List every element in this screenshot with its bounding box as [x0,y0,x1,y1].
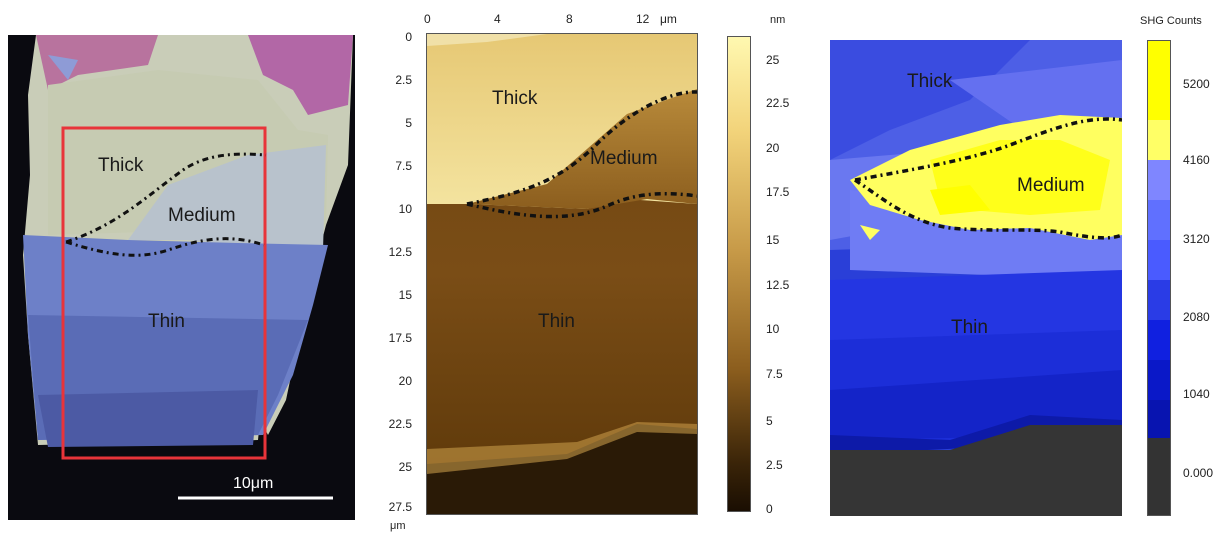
afm-x-tick: 12 [636,12,650,26]
afm-label-medium: Medium [590,148,658,169]
shg-label-medium: Medium [1017,175,1085,196]
shg-label-thin: Thin [951,317,988,338]
afm-panel: 0 4 8 12 μm 0 2.5 5 7.5 10 12.5 15 17.5 … [370,0,790,535]
afm-colorbar-tick: 17.5 [766,185,790,199]
afm-label-thin: Thin [538,311,575,332]
shg-colorbar-tick: 3120 [1183,232,1210,246]
afm-colorbar-tick: 12.5 [766,278,790,292]
optical-label-thick: Thick [98,155,144,176]
shg-colorbar-tick: 2080 [1183,310,1210,324]
afm-y-tick: 5 [405,116,412,130]
shg-colorbar-tick: 4160 [1183,153,1210,167]
afm-colorbar-tick: 10 [766,322,780,336]
afm-height-map [426,33,698,515]
afm-y-tick: 2.5 [395,73,412,87]
afm-colorbar-tick: 0 [766,502,773,516]
afm-x-tick: 8 [566,12,573,26]
afm-y-unit: μm [390,520,406,532]
optical-image-panel: Thick Medium Thin 10μm [8,35,355,520]
afm-colorbar-tick: 20 [766,141,780,155]
afm-colorbar-tick: 25 [766,53,780,67]
shg-colorbar-tick: 1040 [1183,387,1210,401]
optical-label-medium: Medium [168,205,236,226]
afm-y-tick: 25 [398,460,412,474]
scale-bar-label: 10μm [233,475,274,492]
shg-colorbar-tick: 5200 [1183,77,1210,91]
afm-y-tick: 7.5 [395,159,412,173]
shg-map [830,40,1122,516]
shg-label-thick: Thick [907,71,953,92]
afm-x-tick: 4 [494,12,501,26]
shg-colorbar [1147,40,1171,516]
afm-y-tick: 12.5 [388,245,412,259]
afm-y-tick: 20 [398,374,412,388]
shg-panel: Thick Medium Thin SHG Counts 5200 4160 3… [825,0,1221,535]
afm-colorbar-tick: 22.5 [766,96,790,110]
afm-colorbar-unit: nm [770,14,786,26]
afm-x-unit: μm [660,12,677,26]
shg-colorbar-tick: 0.000 [1183,466,1214,480]
afm-x-tick: 0 [424,12,431,26]
afm-colorbar-tick: 2.5 [766,458,783,472]
afm-y-tick: 17.5 [388,331,412,345]
optical-label-thin: Thin [148,311,185,332]
afm-colorbar-tick: 5 [766,414,773,428]
afm-colorbar [727,36,751,512]
afm-label-thick: Thick [492,88,538,109]
shg-colorbar-title: SHG Counts [1140,15,1202,27]
afm-y-tick: 15 [398,288,412,302]
selection-rectangle [61,126,267,460]
afm-y-tick: 27.5 [388,500,412,514]
afm-colorbar-tick: 15 [766,233,780,247]
afm-y-tick: 0 [405,30,412,44]
optical-image [23,35,353,500]
afm-y-tick: 22.5 [388,417,412,431]
afm-colorbar-tick: 7.5 [766,367,783,381]
afm-y-tick: 10 [398,202,412,216]
